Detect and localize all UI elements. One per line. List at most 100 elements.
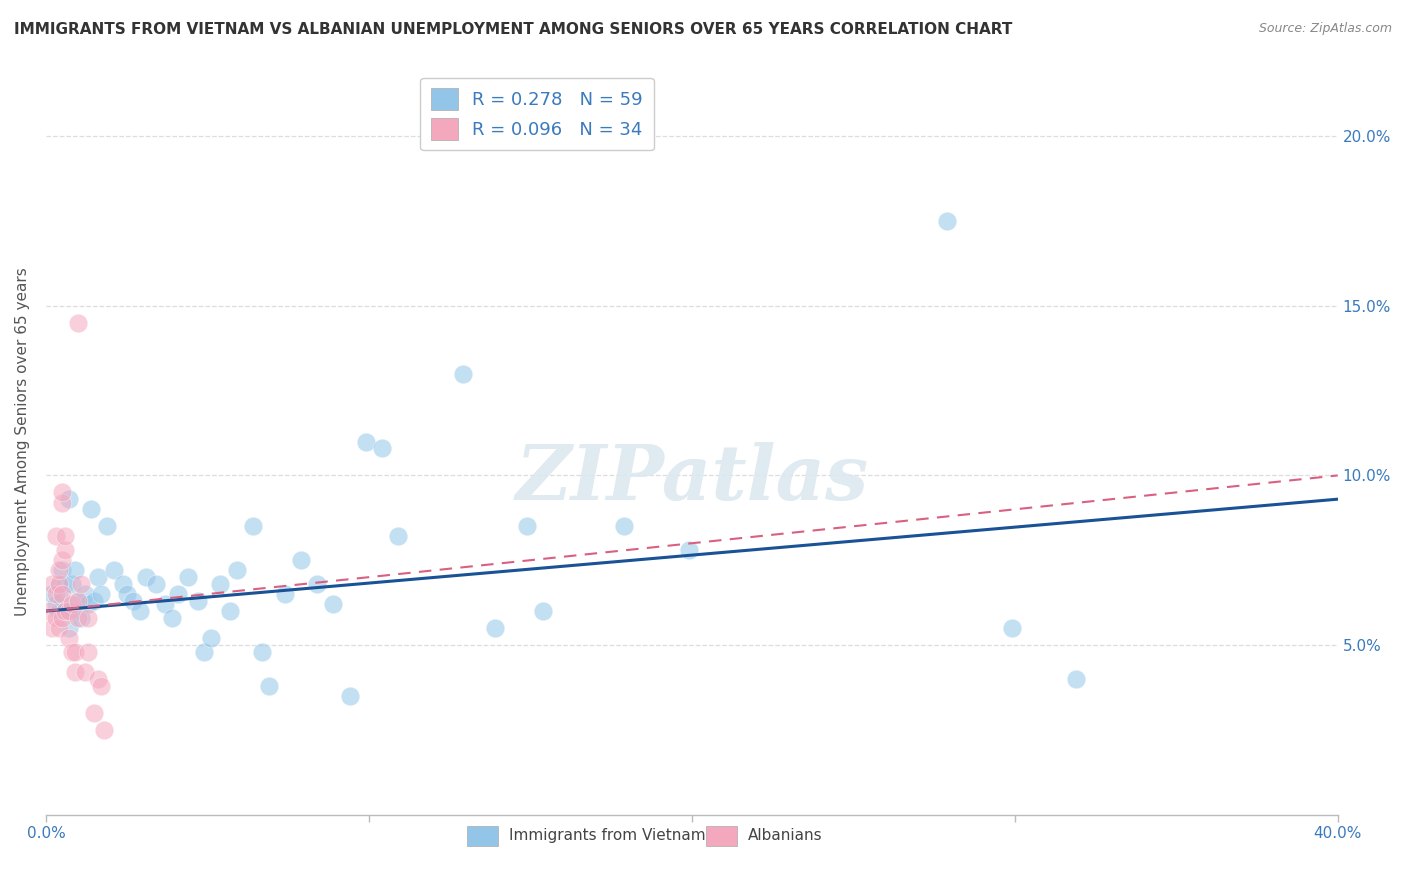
Point bbox=[41, 577, 63, 591]
Point bbox=[307, 577, 329, 591]
Point bbox=[90, 679, 112, 693]
Point bbox=[86, 672, 108, 686]
Point bbox=[93, 723, 115, 737]
Point bbox=[51, 611, 73, 625]
Point bbox=[77, 611, 100, 625]
Point bbox=[322, 597, 344, 611]
Point bbox=[252, 645, 274, 659]
Point bbox=[167, 587, 190, 601]
Point bbox=[67, 316, 90, 330]
Point bbox=[242, 519, 264, 533]
Point bbox=[531, 604, 554, 618]
Point bbox=[219, 604, 242, 618]
Point bbox=[290, 553, 312, 567]
Point bbox=[38, 604, 60, 618]
Text: ZIPatlas: ZIPatlas bbox=[516, 442, 869, 516]
Point bbox=[160, 611, 183, 625]
Point bbox=[274, 587, 297, 601]
Point bbox=[53, 577, 76, 591]
Point bbox=[53, 604, 76, 618]
Point bbox=[51, 594, 73, 608]
Point bbox=[209, 577, 232, 591]
Point bbox=[58, 604, 80, 618]
Point bbox=[177, 570, 200, 584]
Point bbox=[115, 587, 138, 601]
Point bbox=[53, 604, 76, 618]
Point bbox=[354, 434, 377, 449]
Point bbox=[484, 621, 506, 635]
Point bbox=[70, 611, 93, 625]
Point bbox=[67, 594, 90, 608]
Point bbox=[451, 367, 474, 381]
Point bbox=[83, 706, 105, 720]
Point bbox=[67, 594, 90, 608]
Point bbox=[83, 594, 105, 608]
Point bbox=[371, 442, 394, 456]
Point bbox=[51, 563, 73, 577]
Point bbox=[73, 587, 96, 601]
Legend: R = 0.278   N = 59, R = 0.096   N = 34: R = 0.278 N = 59, R = 0.096 N = 34 bbox=[420, 78, 654, 151]
Point bbox=[77, 597, 100, 611]
Point bbox=[155, 597, 177, 611]
Point bbox=[70, 577, 93, 591]
Point bbox=[51, 495, 73, 509]
Text: IMMIGRANTS FROM VIETNAM VS ALBANIAN UNEMPLOYMENT AMONG SENIORS OVER 65 YEARS COR: IMMIGRANTS FROM VIETNAM VS ALBANIAN UNEM… bbox=[14, 22, 1012, 37]
Point bbox=[73, 665, 96, 679]
Point bbox=[58, 621, 80, 635]
Point bbox=[145, 577, 167, 591]
Point bbox=[41, 587, 63, 601]
Point bbox=[90, 587, 112, 601]
Point bbox=[257, 679, 280, 693]
Point bbox=[516, 519, 538, 533]
Point bbox=[339, 689, 361, 703]
Point bbox=[128, 604, 150, 618]
Point bbox=[63, 645, 86, 659]
Point bbox=[48, 621, 70, 635]
Point bbox=[53, 529, 76, 543]
Point bbox=[67, 611, 90, 625]
Point bbox=[63, 563, 86, 577]
Point bbox=[41, 621, 63, 635]
Point bbox=[225, 563, 247, 577]
Point bbox=[51, 587, 73, 601]
Point bbox=[1000, 621, 1022, 635]
Y-axis label: Unemployment Among Seniors over 65 years: Unemployment Among Seniors over 65 years bbox=[15, 267, 30, 615]
Point bbox=[200, 631, 222, 645]
Point bbox=[77, 645, 100, 659]
Point bbox=[936, 214, 959, 228]
Point bbox=[193, 645, 215, 659]
Point bbox=[48, 604, 70, 618]
Point bbox=[96, 519, 118, 533]
Point bbox=[48, 577, 70, 591]
Point bbox=[63, 665, 86, 679]
Point bbox=[48, 577, 70, 591]
Point bbox=[51, 485, 73, 500]
Point bbox=[51, 553, 73, 567]
Point bbox=[678, 543, 700, 558]
Point bbox=[80, 502, 103, 516]
Point bbox=[45, 597, 67, 611]
Point bbox=[60, 604, 83, 618]
Point bbox=[45, 529, 67, 543]
Point bbox=[48, 563, 70, 577]
Point bbox=[58, 631, 80, 645]
Point bbox=[60, 597, 83, 611]
Point bbox=[1064, 672, 1087, 686]
Point bbox=[112, 577, 135, 591]
Text: Albanians: Albanians bbox=[748, 829, 823, 844]
Point bbox=[58, 492, 80, 507]
Point bbox=[387, 529, 409, 543]
Point bbox=[60, 645, 83, 659]
Point bbox=[86, 570, 108, 584]
Point bbox=[122, 594, 145, 608]
Point bbox=[187, 594, 209, 608]
Point bbox=[103, 563, 125, 577]
Point bbox=[45, 611, 67, 625]
Point bbox=[135, 570, 157, 584]
Point bbox=[45, 587, 67, 601]
Text: Source: ZipAtlas.com: Source: ZipAtlas.com bbox=[1258, 22, 1392, 36]
Point bbox=[613, 519, 636, 533]
Point bbox=[53, 543, 76, 558]
Point bbox=[60, 577, 83, 591]
Text: Immigrants from Vietnam: Immigrants from Vietnam bbox=[509, 829, 706, 844]
